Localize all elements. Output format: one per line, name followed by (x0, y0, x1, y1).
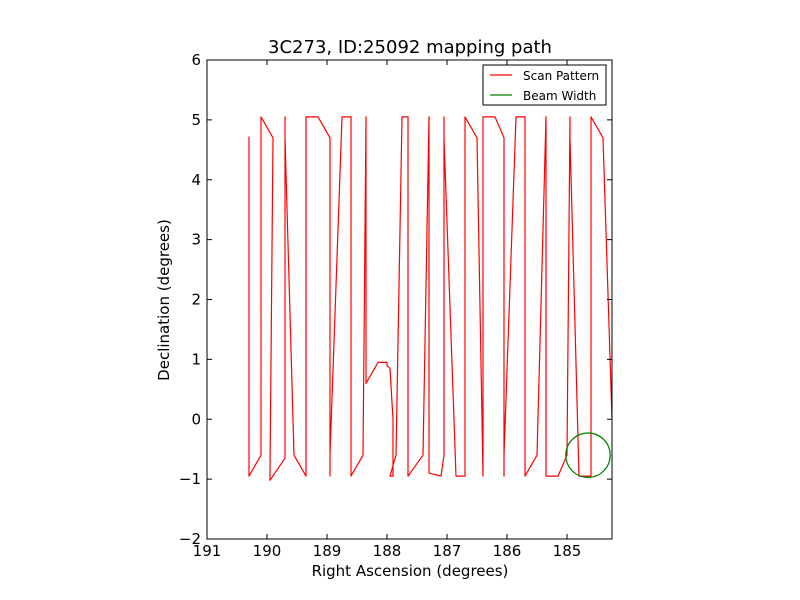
plot-area: 191 190 189 188 187 186 185 −2 −1 0 1 2 3 4 5 6 (179, 51, 613, 560)
y-tick-label: 0 (191, 410, 201, 428)
x-axis-label: Right Ascension (degrees) (312, 562, 509, 580)
legend: Scan Pattern Beam Width (482, 64, 607, 106)
x-tick-label: 188 (373, 542, 402, 560)
x-tick-label: 190 (253, 542, 282, 560)
legend-box (482, 64, 607, 106)
legend-label-scan-pattern: Scan Pattern (523, 69, 599, 83)
y-tick-label: 5 (191, 111, 201, 129)
x-tick-label: 186 (493, 542, 522, 560)
scan-pattern-line (248, 116, 612, 481)
x-tick-label: 191 (193, 542, 222, 560)
y-tick-label: −2 (179, 530, 201, 548)
y-tick-label: 4 (191, 171, 201, 189)
beam-width-circle (565, 432, 611, 478)
y-tick-label: −1 (179, 470, 201, 488)
y-tick-label: 3 (191, 231, 201, 249)
y-tick-label: 6 (191, 51, 201, 69)
y-tick-label: 1 (191, 350, 201, 368)
legend-label-beam-width: Beam Width (523, 89, 596, 103)
chart-title: 3C273, ID:25092 mapping path (268, 37, 552, 58)
y-tick-label: 2 (191, 291, 201, 309)
x-tick-label: 189 (313, 542, 342, 560)
x-tick-label: 185 (553, 542, 582, 560)
y-axis-label: Declination (degrees) (155, 219, 173, 381)
x-tick-label: 187 (433, 542, 462, 560)
